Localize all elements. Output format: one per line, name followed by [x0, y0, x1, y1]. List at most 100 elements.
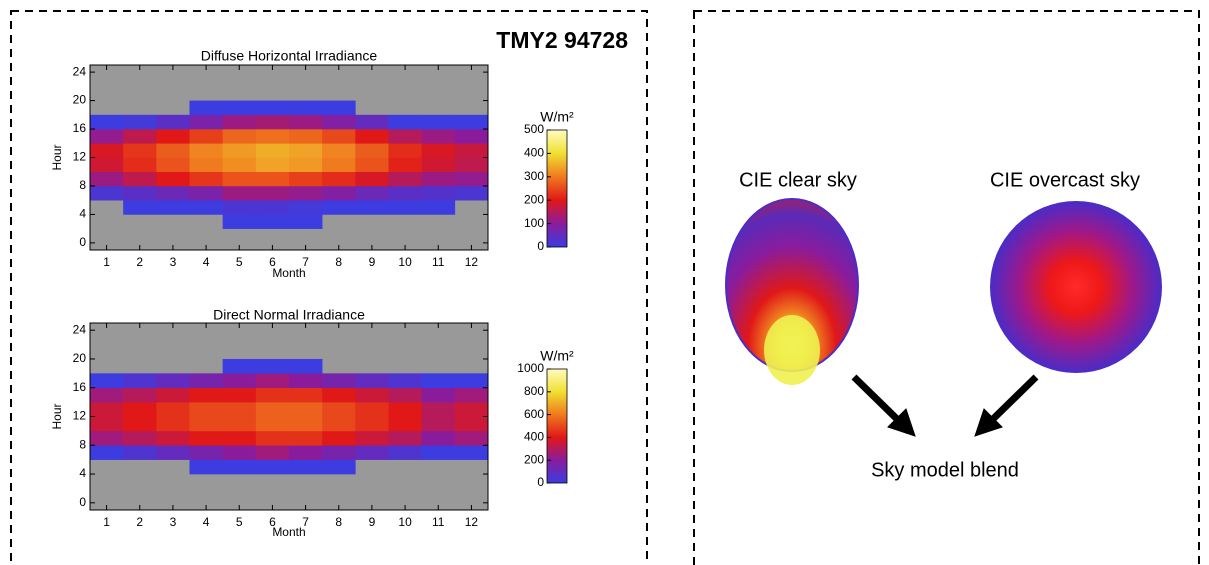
y-tick-label: 24 [73, 322, 87, 336]
colorbar-tick-label: 100 [524, 216, 544, 230]
heat-cell [454, 387, 489, 403]
heat-cell [222, 459, 257, 475]
heat-cell [421, 445, 456, 460]
page-title: TMY2 94728 [496, 27, 628, 53]
heat-cell [421, 200, 456, 215]
heat-cell [90, 171, 124, 187]
heat-cell [156, 387, 190, 403]
heat-cell [322, 445, 356, 460]
heat-cell [454, 114, 489, 130]
heat-cell [222, 100, 257, 116]
heat-cell [355, 387, 389, 403]
heat-cell [255, 358, 290, 374]
heat-cell [454, 171, 489, 187]
heat-cell [355, 171, 389, 187]
arrow-right [989, 374, 1039, 423]
heat-cell [388, 445, 422, 460]
y-tick-label: 8 [79, 178, 86, 192]
colorbar-tick-label: 400 [524, 430, 544, 444]
heat-cell [322, 387, 356, 403]
heat-cell [454, 157, 489, 173]
heat-cell [222, 114, 257, 130]
heat-cell [388, 200, 422, 215]
heat-cell [156, 185, 190, 201]
heat-cell [289, 129, 323, 144]
heat-cell [189, 430, 223, 446]
heat-cell [322, 171, 356, 187]
colorbar-tick-label: 800 [524, 384, 544, 398]
heat-cell [90, 402, 124, 417]
heat-cell [255, 185, 290, 201]
heat-cell [289, 114, 323, 130]
heat-cell [454, 185, 489, 201]
heat-cell [123, 129, 157, 144]
heat-cell [123, 445, 157, 460]
heat-cell [421, 430, 456, 446]
heat-cell [156, 445, 190, 460]
heat-cell [156, 129, 190, 144]
heat-cell [255, 214, 290, 229]
y-tick-label: 4 [79, 207, 86, 221]
heat-cell [90, 416, 124, 432]
heat-cell [388, 416, 422, 432]
heat-cell [355, 143, 389, 158]
colorbar-label: W/m² [540, 109, 574, 125]
heat-cell [289, 459, 323, 475]
y-tick-label: 12 [73, 409, 87, 423]
heat-cell [156, 430, 190, 446]
heat-cell [255, 373, 290, 389]
heat-cell [322, 129, 356, 144]
heat-cell [322, 143, 356, 158]
heat-cell [90, 114, 124, 130]
heat-cell [222, 445, 257, 460]
x-tick-label: 7 [302, 515, 309, 529]
heat-cell [421, 402, 456, 417]
heat-cell [421, 171, 456, 187]
sun-glow [764, 315, 820, 385]
x-tick-label: 11 [432, 255, 445, 269]
heat-cell [355, 430, 389, 446]
heat-cell [189, 100, 223, 116]
heat-cell [421, 185, 456, 201]
heat-cell [90, 387, 124, 403]
heat-cell [222, 200, 257, 215]
heat-cell [255, 129, 290, 144]
heat-cell [189, 143, 223, 158]
heat-cell [388, 114, 422, 130]
x-tick-label: 1 [103, 255, 110, 269]
colorbar-tick-label: 1000 [517, 361, 544, 375]
x-axis-label: Month [272, 525, 305, 539]
x-tick-label: 1 [103, 515, 110, 529]
heat-cell [388, 157, 422, 173]
heat-cell [156, 200, 190, 215]
heat-cell [289, 143, 323, 158]
heat-cell [123, 416, 157, 432]
heat-cell [421, 157, 456, 173]
heat-cell [454, 143, 489, 158]
colorbar-tick-label: 500 [524, 122, 544, 136]
arrows [851, 374, 1039, 437]
heat-cell [289, 387, 323, 403]
heat-cell [156, 157, 190, 173]
heat-cell [421, 416, 456, 432]
heat-cell [255, 402, 290, 417]
x-tick-label: 3 [170, 515, 177, 529]
y-tick-label: 16 [73, 121, 87, 135]
heat-cell [421, 387, 456, 403]
heat-cell [289, 416, 323, 432]
heat-cell [255, 445, 290, 460]
heat-cell [123, 387, 157, 403]
y-tick-label: 16 [73, 380, 87, 394]
heat-cell [222, 143, 257, 158]
heat-cell [255, 200, 290, 215]
colorbar-tick-label: 300 [524, 169, 544, 183]
heat-cell [123, 185, 157, 201]
colorbar [546, 368, 568, 484]
x-tick-label: 2 [136, 515, 143, 529]
heat-cell [222, 129, 257, 144]
heat-cell [255, 430, 290, 446]
heat-cell [123, 171, 157, 187]
heat-cell [255, 459, 290, 475]
heat-cell [90, 157, 124, 173]
